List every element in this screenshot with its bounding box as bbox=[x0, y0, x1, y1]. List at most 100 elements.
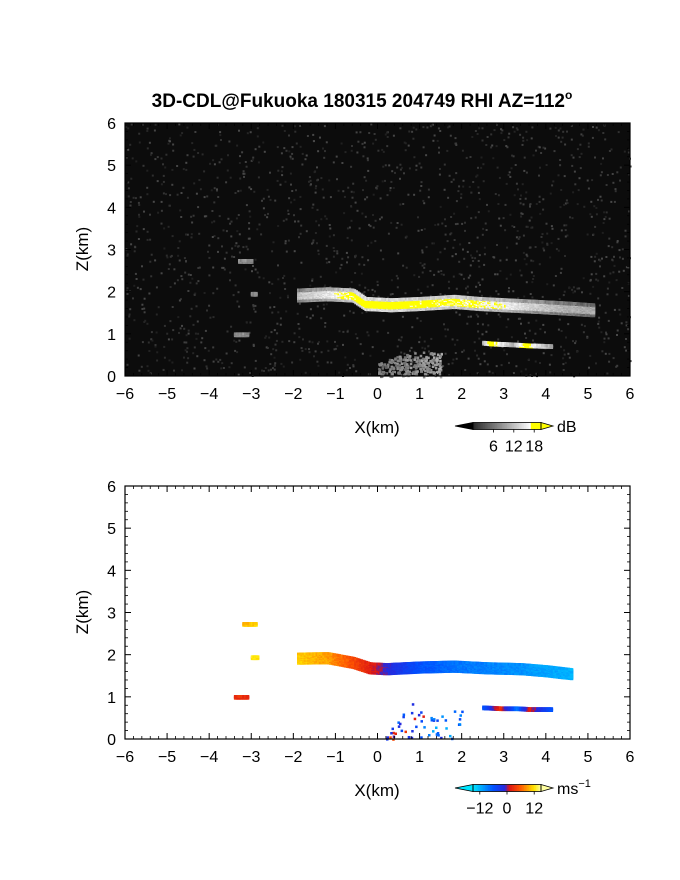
noise-speck bbox=[277, 264, 279, 267]
noise-speck bbox=[579, 167, 582, 170]
noise-speck bbox=[222, 367, 225, 369]
noise-speck bbox=[125, 126, 128, 129]
noise-speck bbox=[282, 277, 284, 279]
x-tick-label: 3 bbox=[499, 386, 508, 403]
noise-speck bbox=[221, 362, 224, 365]
noise-speck bbox=[539, 328, 542, 331]
noise-speck bbox=[590, 200, 593, 203]
noise-speck bbox=[350, 190, 353, 193]
noise-speck bbox=[469, 156, 472, 158]
noise-speck bbox=[450, 180, 453, 183]
echo-pixel bbox=[387, 363, 390, 367]
noise-speck bbox=[186, 196, 189, 199]
noise-speck bbox=[328, 179, 331, 182]
noise-speck bbox=[521, 213, 524, 215]
noise-speck bbox=[217, 360, 220, 363]
colorbar-segment bbox=[473, 422, 476, 430]
noise-speck bbox=[320, 218, 323, 221]
noise-speck bbox=[312, 239, 315, 242]
noise-speck bbox=[169, 137, 171, 140]
noise-speck bbox=[261, 199, 263, 202]
noise-speck bbox=[576, 287, 579, 290]
noise-speck bbox=[604, 138, 607, 141]
echo-pixel bbox=[409, 355, 412, 358]
noise-speck bbox=[422, 146, 425, 149]
noise-speck bbox=[627, 266, 630, 269]
noise-speck bbox=[316, 166, 318, 169]
noise-speck bbox=[281, 166, 284, 169]
noise-speck bbox=[608, 352, 611, 355]
noise-speck bbox=[559, 159, 562, 161]
noise-speck bbox=[288, 150, 291, 153]
noise-speck bbox=[400, 351, 403, 354]
noise-speck bbox=[510, 167, 513, 170]
noise-speck bbox=[625, 266, 628, 269]
noise-speck bbox=[297, 323, 300, 325]
noise-speck bbox=[540, 152, 543, 154]
noise-speck bbox=[250, 159, 253, 162]
noise-speck bbox=[315, 220, 318, 223]
noise-speck bbox=[156, 359, 159, 362]
noise-speck bbox=[260, 233, 263, 236]
noise-speck bbox=[318, 224, 320, 227]
noise-speck bbox=[591, 179, 594, 182]
noise-speck bbox=[330, 361, 333, 364]
noise-speck bbox=[532, 260, 535, 263]
echo-pixel bbox=[423, 364, 426, 367]
noise-speck bbox=[557, 174, 560, 177]
noise-speck bbox=[183, 341, 186, 344]
noise-speck bbox=[463, 257, 466, 260]
noise-speck bbox=[386, 145, 389, 148]
aloft-patch-1 bbox=[238, 259, 254, 264]
noise-speck bbox=[298, 236, 300, 239]
echo-pixel bbox=[414, 367, 418, 370]
noise-speck bbox=[623, 346, 626, 349]
noise-speck bbox=[540, 236, 543, 238]
noise-speck bbox=[386, 131, 389, 134]
noise-speck bbox=[299, 232, 302, 235]
noise-speck bbox=[168, 263, 171, 266]
noise-speck bbox=[363, 146, 366, 149]
noise-speck bbox=[313, 355, 315, 358]
noise-speck bbox=[618, 270, 621, 273]
colorbar-segment bbox=[503, 422, 506, 430]
noise-speck bbox=[423, 228, 426, 230]
noise-speck bbox=[466, 250, 469, 253]
noise-speck bbox=[185, 168, 188, 171]
noise-speck bbox=[138, 141, 141, 144]
noise-speck bbox=[560, 345, 562, 348]
noise-speck bbox=[350, 239, 353, 242]
noise-speck bbox=[599, 265, 601, 268]
noise-speck bbox=[333, 250, 336, 252]
noise-speck bbox=[593, 260, 596, 263]
noise-speck bbox=[482, 227, 485, 230]
echo-pixel bbox=[424, 369, 427, 373]
noise-speck bbox=[442, 365, 445, 368]
noise-speck bbox=[481, 323, 484, 326]
noise-speck bbox=[254, 304, 257, 307]
noise-speck bbox=[141, 123, 144, 126]
noise-speck bbox=[391, 293, 394, 295]
noise-speck bbox=[294, 220, 296, 223]
noise-speck bbox=[223, 257, 226, 260]
noise-speck bbox=[494, 193, 497, 195]
echo-pixel bbox=[439, 375, 443, 379]
noise-speck bbox=[485, 312, 488, 315]
noise-speck bbox=[231, 255, 233, 258]
noise-speck bbox=[421, 271, 424, 274]
noise-speck bbox=[323, 307, 326, 310]
noise-speck bbox=[520, 322, 522, 325]
noise-speck bbox=[577, 189, 580, 192]
noise-speck bbox=[258, 276, 261, 279]
noise-speck bbox=[335, 155, 338, 158]
noise-speck bbox=[314, 350, 317, 353]
noise-speck bbox=[460, 193, 463, 196]
noise-speck bbox=[179, 327, 182, 330]
colorbar-segment bbox=[522, 422, 525, 430]
noise-speck bbox=[204, 329, 207, 332]
noise-speck bbox=[482, 163, 485, 166]
noise-speck bbox=[326, 340, 329, 343]
noise-speck bbox=[216, 176, 219, 179]
noise-speck bbox=[167, 338, 170, 341]
noise-speck bbox=[248, 227, 251, 230]
